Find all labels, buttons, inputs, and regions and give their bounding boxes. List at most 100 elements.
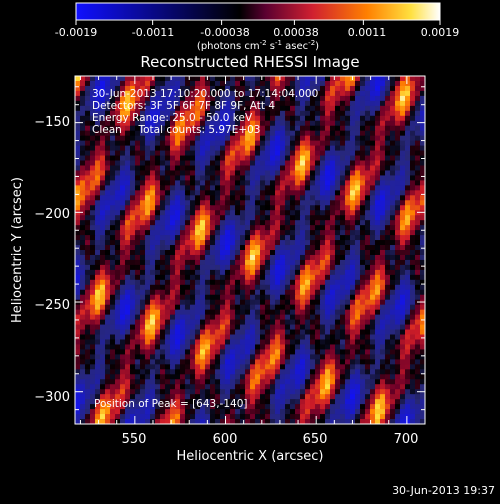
heatmap-cell xyxy=(120,205,126,211)
heatmap-cell xyxy=(260,344,266,350)
heatmap-cell xyxy=(290,260,296,266)
heatmap-cell xyxy=(120,180,126,186)
heatmap-cell xyxy=(250,175,256,181)
heatmap-cell xyxy=(335,359,341,365)
heatmap-cell xyxy=(110,195,116,201)
heatmap-cell xyxy=(230,240,236,246)
heatmap-cell xyxy=(245,260,251,266)
heatmap-cell xyxy=(345,354,351,360)
heatmap-cell xyxy=(370,300,376,306)
heatmap-cell xyxy=(240,339,246,345)
heatmap-cell xyxy=(90,81,96,87)
heatmap-cell xyxy=(175,141,181,147)
heatmap-cell xyxy=(150,225,156,231)
heatmap-cell xyxy=(255,315,261,321)
heatmap-cell xyxy=(370,275,376,281)
heatmap-cell xyxy=(320,275,326,281)
heatmap-cell xyxy=(265,141,271,147)
heatmap-cell xyxy=(345,146,351,152)
heatmap-cell xyxy=(375,339,381,345)
heatmap-cell xyxy=(335,315,341,321)
heatmap-cell xyxy=(330,414,336,420)
heatmap-cell xyxy=(180,339,186,345)
heatmap-cell xyxy=(355,116,361,122)
heatmap-cell xyxy=(205,315,211,321)
heatmap-cell xyxy=(380,374,386,380)
heatmap-cell xyxy=(355,250,361,256)
heatmap-cell xyxy=(140,235,146,241)
heatmap-cell xyxy=(225,235,231,241)
heatmap-cell xyxy=(75,146,81,152)
heatmap-cell xyxy=(345,260,351,266)
heatmap-cell xyxy=(170,195,176,201)
heatmap-cell xyxy=(310,320,316,326)
heatmap-cell xyxy=(385,414,391,420)
heatmap-cell xyxy=(365,359,371,365)
heatmap-cell xyxy=(150,215,156,221)
heatmap-cell xyxy=(295,225,301,231)
heatmap-cell xyxy=(295,325,301,331)
heatmap-cell xyxy=(260,305,266,311)
heatmap-cell xyxy=(85,275,91,281)
heatmap-cell xyxy=(295,374,301,380)
heatmap-cell xyxy=(135,151,141,157)
heatmap-cell xyxy=(340,141,346,147)
heatmap-cell xyxy=(395,96,401,102)
heatmap-cell xyxy=(200,275,206,281)
heatmap-cell xyxy=(370,91,376,97)
heatmap-cell xyxy=(280,200,286,206)
heatmap-cell xyxy=(140,280,146,286)
heatmap-cell xyxy=(80,235,86,241)
heatmap-cell xyxy=(190,195,196,201)
heatmap-cell xyxy=(320,111,326,117)
heatmap-cell xyxy=(320,141,326,147)
heatmap-cell xyxy=(395,81,401,87)
heatmap-cell xyxy=(245,285,251,291)
heatmap-cell xyxy=(295,280,301,286)
heatmap-cell xyxy=(80,91,86,97)
heatmap-cell xyxy=(295,364,301,370)
heatmap-cell xyxy=(115,235,121,241)
heatmap-cell xyxy=(270,141,276,147)
heatmap-cell xyxy=(150,364,156,370)
heatmap-cell xyxy=(270,126,276,132)
heatmap-cell xyxy=(270,369,276,375)
heatmap-cell xyxy=(135,81,141,87)
heatmap-cell xyxy=(275,185,281,191)
heatmap-cell xyxy=(140,161,146,167)
heatmap-cell xyxy=(290,364,296,370)
heatmap-cell xyxy=(390,81,396,87)
heatmap-cell xyxy=(280,270,286,276)
heatmap-cell xyxy=(130,225,136,231)
heatmap-cell xyxy=(275,280,281,286)
heatmap-cell xyxy=(85,111,91,117)
heatmap-cell xyxy=(385,151,391,157)
heatmap-cell xyxy=(345,210,351,216)
heatmap-cell xyxy=(290,349,296,355)
heatmap-cell xyxy=(120,165,126,171)
heatmap-cell xyxy=(305,310,311,316)
heatmap-cell xyxy=(75,339,81,345)
heatmap-cell xyxy=(85,379,91,385)
heatmap-cell xyxy=(290,315,296,321)
heatmap-cell xyxy=(385,255,391,261)
heatmap-cell xyxy=(270,195,276,201)
heatmap-cell xyxy=(95,81,101,87)
heatmap-cell xyxy=(85,106,91,112)
heatmap-cell xyxy=(320,245,326,251)
heatmap-cell xyxy=(280,369,286,375)
heatmap-cell xyxy=(300,185,306,191)
heatmap-cell xyxy=(85,215,91,221)
heatmap-cell xyxy=(140,240,146,246)
heatmap-cell xyxy=(305,290,311,296)
heatmap-cell xyxy=(370,330,376,336)
heatmap-cell xyxy=(290,344,296,350)
heatmap-cell xyxy=(285,305,291,311)
heatmap-cell xyxy=(225,210,231,216)
heatmap-cell xyxy=(380,250,386,256)
heatmap-cell xyxy=(355,290,361,296)
heatmap-cell xyxy=(325,161,331,167)
heatmap-cell xyxy=(375,101,381,107)
heatmap-cell xyxy=(155,215,161,221)
heatmap-cell xyxy=(335,235,341,241)
